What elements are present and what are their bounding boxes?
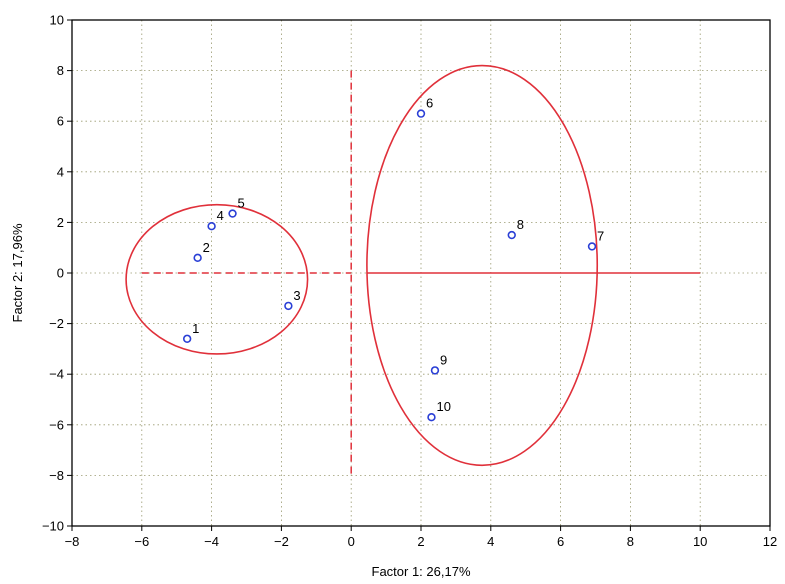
y-tick-label: −4 bbox=[49, 367, 64, 382]
x-tick-label: −4 bbox=[204, 534, 219, 549]
x-axis-label: Factor 1: 26,17% bbox=[372, 564, 471, 579]
data-point-label: 10 bbox=[436, 399, 450, 414]
data-point-label: 6 bbox=[426, 96, 433, 111]
x-tick-label: 4 bbox=[487, 534, 494, 549]
data-points: 1 2 3 45 6 7 8 9 10 bbox=[182, 96, 604, 422]
y-tick-label: 0 bbox=[57, 266, 64, 281]
data-point-label: 3 bbox=[293, 288, 300, 303]
data-point-label: 1 bbox=[192, 321, 199, 336]
y-tick-label: 6 bbox=[57, 114, 64, 129]
y-tick-label: −8 bbox=[49, 468, 64, 483]
x-tick-label: −2 bbox=[274, 534, 289, 549]
y-tick-label: 8 bbox=[57, 63, 64, 78]
x-tick-label: 12 bbox=[763, 534, 777, 549]
data-point-label: 8 bbox=[517, 217, 524, 232]
data-point bbox=[587, 242, 597, 251]
x-tick-label: 0 bbox=[348, 534, 355, 549]
data-point bbox=[416, 109, 426, 118]
x-tick-label: 6 bbox=[557, 534, 564, 549]
data-point bbox=[430, 366, 440, 375]
data-point-label: 2 bbox=[203, 240, 210, 255]
y-tick-label: 4 bbox=[57, 164, 64, 179]
x-tick-label: 2 bbox=[417, 534, 424, 549]
data-point bbox=[507, 230, 516, 240]
x-tick-label: 8 bbox=[627, 534, 634, 549]
x-tick-label: −8 bbox=[65, 534, 80, 549]
cluster-ellipse bbox=[366, 64, 599, 467]
x-tick-label: 10 bbox=[693, 534, 707, 549]
data-point bbox=[427, 413, 436, 422]
data-point bbox=[284, 301, 293, 311]
data-point bbox=[207, 221, 216, 231]
x-tick-label: −6 bbox=[134, 534, 149, 549]
data-point-label: 5 bbox=[238, 196, 245, 211]
data-point bbox=[228, 209, 237, 218]
y-tick-label: −10 bbox=[42, 519, 64, 534]
y-tick-label: −2 bbox=[49, 316, 64, 331]
data-point-label: 9 bbox=[440, 352, 447, 367]
overlay-shapes bbox=[125, 64, 701, 476]
cluster-ellipse bbox=[125, 203, 309, 355]
data-point-label: 7 bbox=[597, 228, 604, 243]
data-point bbox=[182, 334, 192, 343]
plot-frame bbox=[71, 19, 771, 527]
data-point bbox=[193, 253, 202, 263]
y-axis-label: Factor 2: 17,96% bbox=[10, 223, 25, 322]
y-tick-label: 10 bbox=[50, 13, 64, 28]
data-point-label: 4 bbox=[217, 208, 224, 223]
y-tick-label: −6 bbox=[49, 417, 64, 432]
y-tick-label: 2 bbox=[57, 215, 64, 230]
